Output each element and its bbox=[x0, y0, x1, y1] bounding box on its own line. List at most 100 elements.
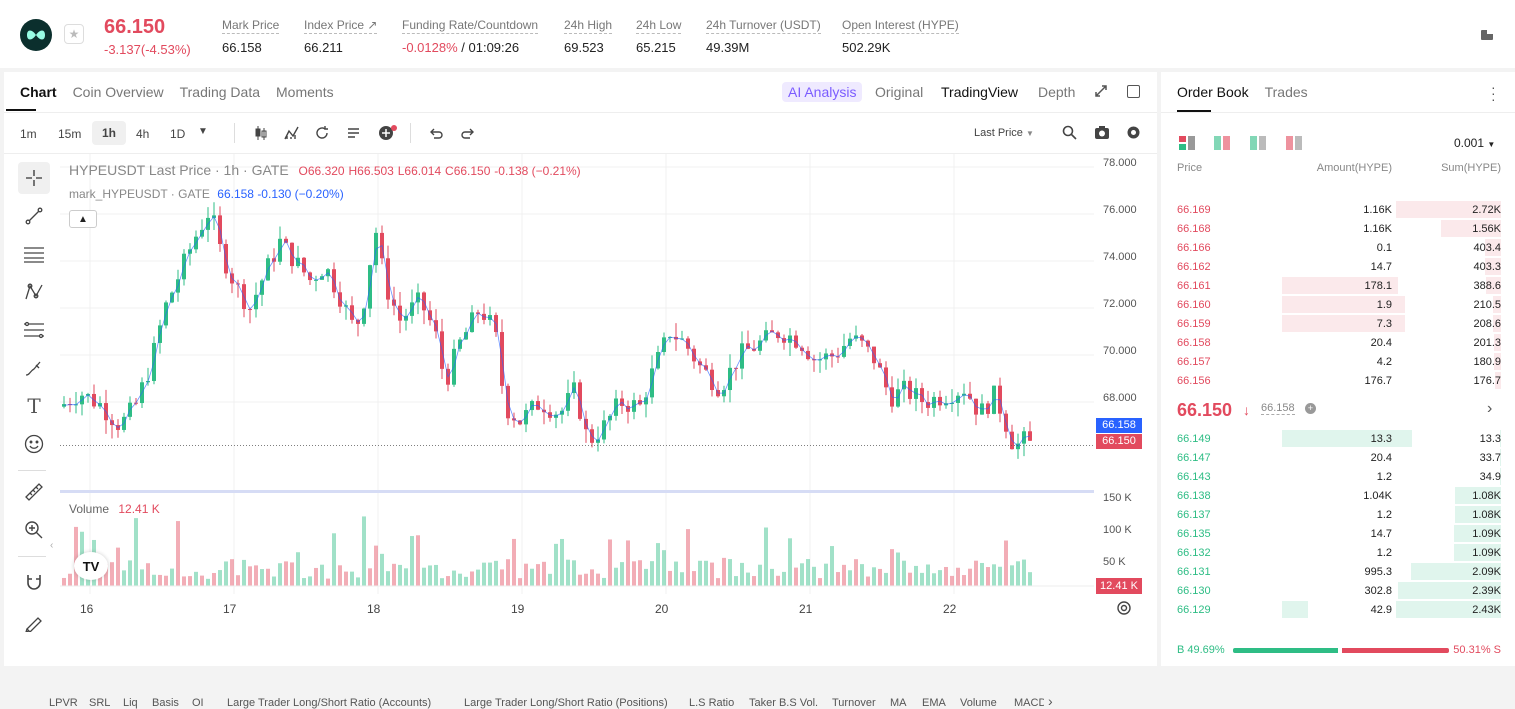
tab-trading-data[interactable]: Trading Data bbox=[179, 84, 261, 100]
tab-chart[interactable]: Chart bbox=[20, 84, 57, 100]
camera-icon[interactable] bbox=[1094, 125, 1110, 143]
ask-row[interactable]: 66.159 7.3 208.6 bbox=[1161, 314, 1515, 333]
view-both-icon[interactable] bbox=[1179, 136, 1195, 155]
indicator-oi[interactable]: OI bbox=[192, 697, 204, 709]
bid-row[interactable]: 66.135 14.7 1.09K bbox=[1161, 524, 1515, 543]
tab-trades[interactable]: Trades bbox=[1264, 84, 1308, 100]
volume-bar bbox=[326, 578, 330, 586]
row-amount: 176.7 bbox=[1364, 375, 1392, 387]
tab-order-book[interactable]: Order Book bbox=[1177, 84, 1249, 100]
view-asks-icon[interactable] bbox=[1286, 136, 1302, 155]
indicators-icon[interactable] bbox=[284, 125, 300, 144]
precision-value: 0.001 bbox=[1454, 136, 1485, 150]
ai-analysis-button[interactable]: AI Analysis bbox=[782, 82, 863, 102]
ask-row[interactable]: 66.168 1.16K 1.56K bbox=[1161, 219, 1515, 238]
magnet-tool-icon[interactable] bbox=[18, 566, 50, 598]
lock-drawings-icon[interactable] bbox=[18, 606, 50, 638]
bid-row[interactable]: 66.138 1.04K 1.08K bbox=[1161, 486, 1515, 505]
indicators-scroll-right-icon[interactable]: › bbox=[1048, 693, 1053, 709]
volume-bar bbox=[740, 562, 744, 586]
indicator-lt-ls-positions[interactable]: Large Trader Long/Short Ratio (Positions… bbox=[464, 697, 668, 709]
view-depth-tab[interactable]: Depth bbox=[1038, 84, 1076, 100]
interval-1m[interactable]: 1m bbox=[20, 127, 37, 141]
volume-bar bbox=[350, 571, 354, 586]
brush-tool-icon[interactable] bbox=[18, 352, 50, 384]
indicator-macd[interactable]: MACD bbox=[1014, 697, 1044, 709]
ask-row[interactable]: 66.156 176.7 176.7 bbox=[1161, 371, 1515, 390]
precision-select[interactable]: 0.001 ▼ bbox=[1454, 136, 1495, 150]
view-tradingview-tab[interactable]: TradingView bbox=[941, 84, 1019, 100]
indicator-ma[interactable]: MA bbox=[890, 697, 907, 709]
bid-row[interactable]: 66.147 20.4 33.7 bbox=[1161, 448, 1515, 467]
redo-icon[interactable] bbox=[460, 125, 476, 144]
indicator-ema[interactable]: EMA bbox=[922, 697, 946, 709]
price-chart[interactable] bbox=[60, 154, 1094, 604]
interval-1h[interactable]: 1h bbox=[92, 121, 126, 145]
pattern-tool-icon[interactable] bbox=[18, 276, 50, 308]
collapse-legend-icon[interactable]: ▲ bbox=[69, 210, 97, 228]
ask-row[interactable]: 66.162 14.7 403.3 bbox=[1161, 257, 1515, 276]
ruler-tool-icon[interactable] bbox=[18, 476, 50, 508]
ask-row[interactable]: 66.157 4.2 180.9 bbox=[1161, 352, 1515, 371]
undo-icon[interactable] bbox=[428, 125, 444, 144]
trend-line-tool-icon[interactable] bbox=[18, 200, 50, 232]
add-alert-icon[interactable] bbox=[378, 124, 398, 145]
crosshair-tool-icon[interactable] bbox=[18, 162, 50, 194]
indicator-taker-bs-vol[interactable]: Taker B.S Vol. bbox=[749, 697, 819, 709]
more-vertical-icon[interactable]: · · · bbox=[1491, 79, 1496, 107]
indicator-ls-ratio[interactable]: L.S Ratio bbox=[689, 697, 735, 709]
interval-4h[interactable]: 4h bbox=[136, 127, 150, 141]
volume-bar bbox=[746, 572, 750, 586]
text-tool-icon[interactable]: T bbox=[27, 394, 41, 418]
price-type-select[interactable]: Last Price ▼ bbox=[974, 127, 1034, 139]
axis-settings-icon[interactable] bbox=[1116, 600, 1132, 621]
bid-row[interactable]: 66.149 13.3 13.3 bbox=[1161, 429, 1515, 448]
indicator-lt-ls-accounts[interactable]: Large Trader Long/Short Ratio (Accounts) bbox=[227, 697, 432, 709]
candle-type-icon[interactable] bbox=[254, 125, 268, 144]
ask-row[interactable]: 66.169 1.16K 2.72K bbox=[1161, 200, 1515, 219]
chart-panel: Chart Coin Overview Trading Data Moments… bbox=[4, 72, 1157, 709]
view-bids-icon[interactable] bbox=[1250, 136, 1266, 155]
view-mixed-icon[interactable] bbox=[1214, 136, 1230, 155]
ask-row[interactable]: 66.160 1.9 210.5 bbox=[1161, 295, 1515, 314]
interval-dropdown-icon[interactable]: ▼ bbox=[198, 126, 208, 137]
bid-row[interactable]: 66.132 1.2 1.09K bbox=[1161, 543, 1515, 562]
bid-row[interactable]: 66.137 1.2 1.08K bbox=[1161, 505, 1515, 524]
bid-row[interactable]: 66.129 42.9 2.43K bbox=[1161, 600, 1515, 619]
tab-coin-overview[interactable]: Coin Overview bbox=[72, 84, 164, 100]
interval-1d[interactable]: 1D bbox=[170, 127, 186, 141]
emoji-tool-icon[interactable] bbox=[18, 428, 50, 460]
view-original-tab[interactable]: Original bbox=[875, 84, 924, 100]
search-icon[interactable] bbox=[1062, 125, 1077, 143]
indicator-srl[interactable]: SRL bbox=[89, 697, 111, 709]
indicator-basis[interactable]: Basis bbox=[152, 697, 179, 709]
bid-row[interactable]: 66.143 1.2 34.9 bbox=[1161, 467, 1515, 486]
replay-icon[interactable] bbox=[314, 125, 330, 144]
indicator-liq[interactable]: Liq bbox=[123, 697, 138, 709]
tab-moments[interactable]: Moments bbox=[276, 84, 334, 100]
tradingview-logo-icon[interactable]: TV bbox=[74, 552, 108, 580]
horizontal-lines-tool-icon[interactable] bbox=[18, 238, 50, 270]
settings-gear-icon[interactable] bbox=[1126, 125, 1141, 143]
indicator-turnover[interactable]: Turnover bbox=[832, 697, 876, 709]
ask-row[interactable]: 66.166 0.1 403.4 bbox=[1161, 238, 1515, 257]
stat-index-price[interactable]: Index Price ↗ 66.211 bbox=[304, 18, 378, 55]
chevron-right-icon[interactable]: › bbox=[1487, 400, 1493, 417]
scroll-left-icon[interactable]: ‹ bbox=[50, 540, 54, 551]
mark-info-icon[interactable]: + bbox=[1305, 403, 1316, 414]
bid-row[interactable]: 66.130 302.8 2.39K bbox=[1161, 581, 1515, 600]
expand-icon[interactable] bbox=[1094, 84, 1108, 103]
bid-row[interactable]: 66.131 995.3 2.09K bbox=[1161, 562, 1515, 581]
layout-toggle-icon[interactable] bbox=[1127, 85, 1140, 98]
indicator-lpvr[interactable]: LPVR bbox=[49, 697, 78, 709]
indicator-volume[interactable]: Volume bbox=[960, 697, 997, 709]
volume-bar bbox=[548, 573, 552, 586]
template-icon[interactable] bbox=[346, 125, 362, 144]
favorite-star-icon[interactable]: ★ bbox=[64, 24, 84, 44]
ask-row[interactable]: 66.161 178.1 388.6 bbox=[1161, 276, 1515, 295]
ask-row[interactable]: 66.158 20.4 201.3 bbox=[1161, 333, 1515, 352]
interval-15m[interactable]: 15m bbox=[58, 127, 82, 141]
book-icon[interactable] bbox=[1480, 28, 1494, 40]
zoom-in-icon[interactable] bbox=[18, 514, 50, 546]
fib-tool-icon[interactable] bbox=[18, 314, 50, 346]
